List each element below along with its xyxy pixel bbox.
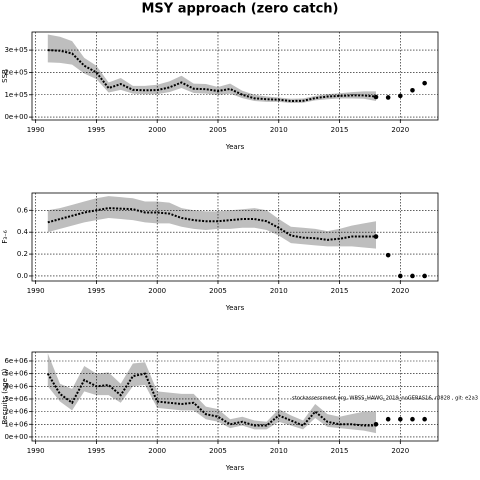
x-tick-label: 2000 (148, 126, 166, 134)
x-tick-label: 2000 (148, 287, 166, 295)
y-tick-label: 0.6 (17, 206, 29, 214)
projection-point (422, 80, 427, 86)
x-tick-label: 2020 (391, 287, 409, 295)
x-tick-label: 2020 (391, 126, 409, 134)
plot-frame (31, 192, 439, 282)
y-axis-label: Recruits (age 0) (1, 368, 9, 424)
x-tick-label: 2020 (391, 447, 409, 455)
y-axis-label: SSB (1, 69, 9, 83)
projection-point (398, 93, 403, 99)
y-tick-label: 2e+06 (4, 408, 28, 416)
x-tick-label: 1990 (27, 287, 45, 295)
x-axis-label: Years (225, 143, 245, 151)
projection-point (410, 87, 415, 93)
x-tick-label: 2010 (270, 447, 288, 455)
series-line (47, 207, 377, 241)
projection-point (373, 421, 379, 427)
y-tick-label: 0.4 (17, 228, 29, 236)
x-tick-label: 2005 (209, 287, 227, 295)
y-tick-label: 0.2 (17, 250, 28, 258)
x-tick-label: 1990 (27, 126, 45, 134)
y-tick-label: 1e+05 (4, 91, 28, 99)
plot-frame (31, 31, 439, 121)
projection-point (373, 234, 379, 239)
figure-title: MSY approach (zero catch) (141, 2, 338, 17)
y-tick-label: 3e+05 (4, 46, 28, 54)
projection-point (385, 252, 391, 258)
x-tick-label: 2005 (209, 447, 227, 455)
projection-point (410, 273, 415, 279)
x-tick-label: 2005 (209, 126, 227, 134)
x-tick-label: 2015 (331, 447, 349, 455)
y-tick-label: 2e+05 (4, 68, 28, 76)
x-tick-label: 2015 (331, 126, 349, 134)
y-tick-label: 1e+06 (4, 420, 28, 428)
projection-point (385, 416, 391, 422)
projection-point (385, 95, 391, 100)
y-tick-label: 6e+06 (4, 357, 28, 365)
y-tick-label: 0e+00 (4, 113, 28, 121)
y-tick-label: 5e+06 (4, 370, 28, 378)
confidence-band (47, 353, 377, 434)
projection-point (398, 416, 403, 422)
y-tick-label: 4e+06 (4, 382, 28, 390)
y-tick-label: 3e+06 (4, 395, 28, 403)
projection-point (422, 273, 427, 279)
projection-point (398, 273, 403, 279)
series-line (47, 49, 377, 103)
x-axis-label: Years (225, 304, 245, 312)
x-tick-label: 2000 (148, 447, 166, 455)
x-axis-label: Years (225, 464, 245, 472)
x-tick-label: 2010 (270, 126, 288, 134)
x-tick-label: 2010 (270, 287, 288, 295)
projection-point (422, 416, 427, 422)
annotation: stockassessment.org, WBSS_HAWG_2019_noGE… (292, 396, 478, 402)
series-line (46, 372, 377, 427)
projection-point (373, 94, 379, 100)
x-tick-label: 1990 (27, 447, 45, 455)
confidence-band (47, 34, 377, 104)
projection-point (410, 416, 415, 422)
y-axis-label: F₃₋₆ (1, 230, 9, 244)
x-tick-label: 1995 (88, 126, 106, 134)
y-tick-label: 0.0 (17, 272, 28, 280)
x-tick-label: 2015 (331, 287, 349, 295)
x-tick-label: 1995 (88, 287, 106, 295)
plot-frame (31, 351, 439, 442)
x-tick-label: 1995 (88, 447, 106, 455)
y-tick-label: 0e+00 (4, 433, 28, 441)
